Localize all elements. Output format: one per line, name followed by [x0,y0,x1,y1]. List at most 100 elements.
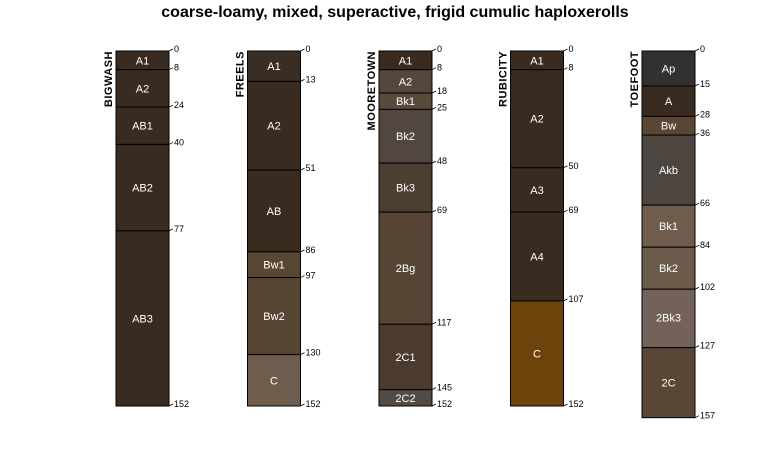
depth-label: 0 [306,44,311,54]
depth-label: 145 [437,383,452,393]
horizon-label: Bk2 [396,131,415,143]
depth-label: 97 [306,271,316,281]
depth-tick [168,104,174,108]
depth-label: 130 [306,348,321,358]
horizon-bk2 [641,246,696,290]
horizon-label: Bk2 [659,263,678,275]
depth-label: 0 [569,44,574,54]
depth-label: 157 [700,411,715,421]
horizon-bk2 [378,108,433,164]
horizon-ap [641,50,696,87]
horizon-label: Bw1 [263,260,284,272]
profile-name: RUBICITY [498,51,510,107]
depth-tick [300,275,305,278]
profile-bigwash: BIGWASH A1 A2 AB1 AB2 AB3 0 8 24 40 77 152 [103,44,189,409]
horizon-label: A1 [136,55,149,67]
depth-tick [563,67,568,71]
depth-tick [300,79,305,82]
depth-tick [431,90,437,94]
depth-label: 152 [306,399,321,409]
depth-label: 24 [174,100,184,110]
horizon-label: Bk1 [396,96,415,108]
depth-tick [300,352,305,355]
depth-label: 127 [700,341,715,351]
depth-tick [431,387,437,391]
depth-tick [694,345,700,348]
depth-label: 0 [700,44,705,54]
depth-tick [563,298,568,302]
profiles-layer: BIGWASH A1 A2 AB1 AB2 AB3 0 8 24 40 77 152 FREELS A1 A… [103,44,715,421]
depth-label: 13 [306,74,316,84]
depth-label: 0 [437,44,442,54]
depth-tick [431,403,437,407]
depth-tick [694,202,700,206]
horizon-ab [247,169,301,253]
depth-tick [694,114,700,117]
horizon-ab3 [115,230,170,407]
horizon-a2 [510,69,564,169]
horizon-label: 2Bg [396,263,416,275]
profile-freels: FREELS A1 A2 AB Bw1 Bw2 C 0 13 51 86 97 130 152 [235,44,321,409]
depth-label: 18 [437,86,447,96]
depth-label: 48 [437,156,447,166]
depth-label: 0 [174,44,179,54]
depth-label: 69 [437,205,447,215]
horizon-label: Bk3 [396,183,415,195]
depth-label: 50 [569,161,579,171]
depth-tick [563,209,568,213]
horizon-label: Akb [659,165,678,177]
profile-name: MOORETOWN [366,51,378,130]
horizon-label: AB3 [132,313,153,325]
horizon-label: 2C2 [395,393,415,405]
horizon-label: AB1 [132,121,153,133]
profile-toefoot: TOEFOOT Ap A Bw Akb Bk1 Bk2 2Bk3 2C 0 15 28 36 66 84 10… [629,44,715,421]
depth-label: 15 [700,79,710,89]
horizon-c [510,300,564,407]
depth-tick [168,228,174,232]
horizon-label: A2 [267,121,280,133]
horizon-a3 [510,167,564,213]
profile-rubicity: RUBICITY A1 A2 A3 A4 C 0 8 50 69 107 152 [498,44,584,409]
depth-tick [300,167,305,171]
horizon-label: C [270,375,278,387]
depth-tick [694,83,700,87]
horizon-label: Bk1 [659,221,678,233]
horizon-c [247,354,301,407]
depth-tick [694,415,700,419]
depth-label: 8 [569,63,574,73]
depth-tick [168,67,174,71]
depth-label: 28 [700,109,710,119]
horizon-2c2 [378,389,433,407]
depth-label: 107 [569,294,584,304]
profile-name: BIGWASH [103,51,115,107]
depth-tick [431,209,437,213]
horizon-label: AB2 [132,183,153,195]
depth-label: 8 [437,63,442,73]
profile-name: TOEFOOT [629,51,641,107]
depth-label: 152 [174,399,189,409]
depth-label: 40 [174,137,184,147]
horizon-label: Bw2 [263,311,284,323]
depth-tick [694,286,700,290]
horizon-label: Ap [662,63,675,75]
horizon-a2 [115,69,170,108]
horizon-label: A1 [530,55,543,67]
horizon-ab1 [115,106,170,145]
horizon-label: A2 [136,83,149,95]
horizon-label: A4 [530,251,543,263]
chart-title: coarse-loamy, mixed, superactive, frigid… [161,4,629,21]
depth-tick [431,67,437,71]
depth-tick [431,107,437,110]
depth-tick [431,160,437,164]
depth-label: 66 [700,198,710,208]
horizon-a4 [510,211,564,302]
depth-tick [563,403,568,407]
depth-tick [694,132,700,136]
depth-label: 36 [700,128,710,138]
depth-label: 51 [306,163,316,173]
depth-tick [563,48,568,52]
depth-label: 152 [437,399,452,409]
horizon-label: AB [267,206,282,218]
horizon-label: Bw [661,121,676,133]
